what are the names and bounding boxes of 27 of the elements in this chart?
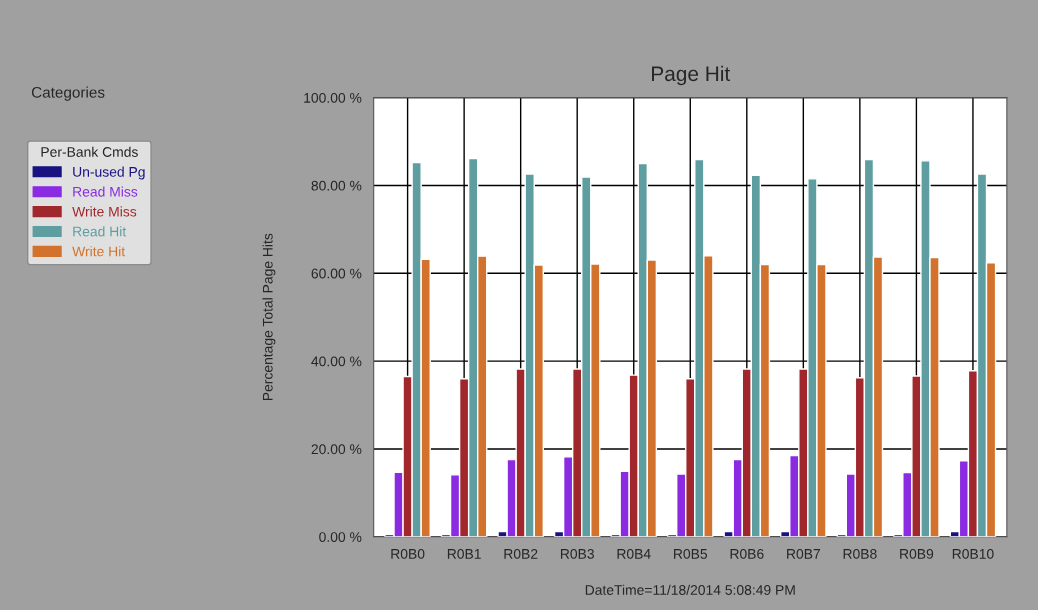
y-tick-label: 80.00 % xyxy=(311,180,362,191)
x-tick-label: R0B3 xyxy=(560,548,594,559)
y-tick-label: 20.00 % xyxy=(311,444,362,455)
y-axis-title: Percentage Total Page Hits xyxy=(262,233,276,401)
y-tick-label: 0.00 % xyxy=(319,532,362,542)
text: DateTime=11/18/2014 5:08:49 PM xyxy=(585,584,795,595)
legend-label: Un-used Pg xyxy=(73,166,145,180)
legend-label: Write Hit xyxy=(72,246,126,257)
x-tick-label: R0B10 xyxy=(952,548,994,559)
x-tick-label: R0B4 xyxy=(617,548,651,559)
legend-title: Per-Bank Cmds xyxy=(41,146,138,157)
x-tick-label: R0B8 xyxy=(843,548,877,559)
x-tick-label: R0B7 xyxy=(787,548,821,559)
x-tick-label: R0B2 xyxy=(504,548,538,559)
x-tick-label: R0B5 xyxy=(674,548,708,559)
x-tick-label: R0B9 xyxy=(900,548,934,559)
legend-label: Read Miss xyxy=(73,186,138,197)
x-tick-label: R0B6 xyxy=(730,548,764,559)
x-tick-label: R0B1 xyxy=(447,548,481,559)
chart-title: Page Hit xyxy=(652,65,731,86)
legend-label: Read Hit xyxy=(73,226,127,237)
text: Categories xyxy=(31,86,105,101)
y-tick-label: 100.00 % xyxy=(304,92,362,103)
y-tick-label: 40.00 % xyxy=(311,356,362,367)
legend-label: Write Miss xyxy=(72,206,137,217)
y-tick-label: 60.00 % xyxy=(311,268,362,279)
x-tick-label: R0B0 xyxy=(391,548,425,559)
